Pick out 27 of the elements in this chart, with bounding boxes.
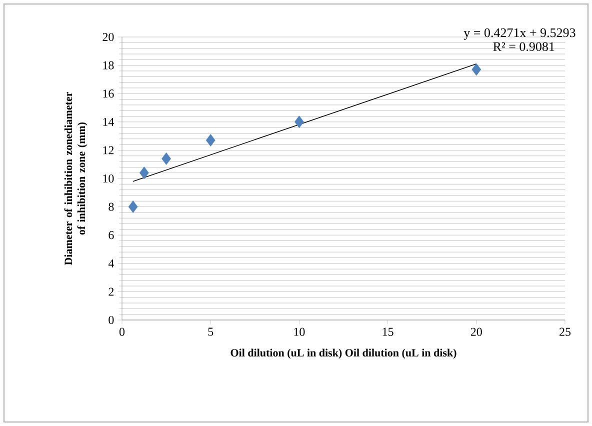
point [139,166,149,180]
x-tick-label: 5 [208,328,214,336]
point [472,63,482,76]
y-axis-title: Diameter of inhibition zonediameter of inhibition zone (mm) [64,92,88,266]
annotation: y = 0.4271x + 9.5293 [464,28,576,40]
annotation: R² = 0.9081 [493,42,554,52]
point [162,152,171,165]
y-tick-label: 16 [103,90,114,98]
y-tick-label: 14 [103,118,114,126]
x-tick-label: 15 [382,328,394,336]
x-axis-title: Oil dilution (uL in disk) Oil dilution (uL in disk) [230,348,456,359]
x-tick-label: 20 [470,328,482,336]
y-tick-label: 10 [103,174,114,183]
y-tick-label: 6 [108,231,114,240]
y-tick-label: 12 [103,146,114,154]
x-tick-label: 10 [294,328,305,336]
y-tick-label: 20 [102,32,114,42]
point [128,200,138,213]
point [294,116,304,128]
point [206,134,216,146]
y-tick-label: 2 [108,288,114,296]
x-tick-label: 25 [560,328,571,336]
y-tick-label: 0 [108,316,114,324]
y-tick-label: 18 [103,61,114,70]
x-tick-label: 0 [119,328,125,336]
y-tick-label: 8 [108,202,114,211]
y-tick-label: 4 [108,259,114,268]
